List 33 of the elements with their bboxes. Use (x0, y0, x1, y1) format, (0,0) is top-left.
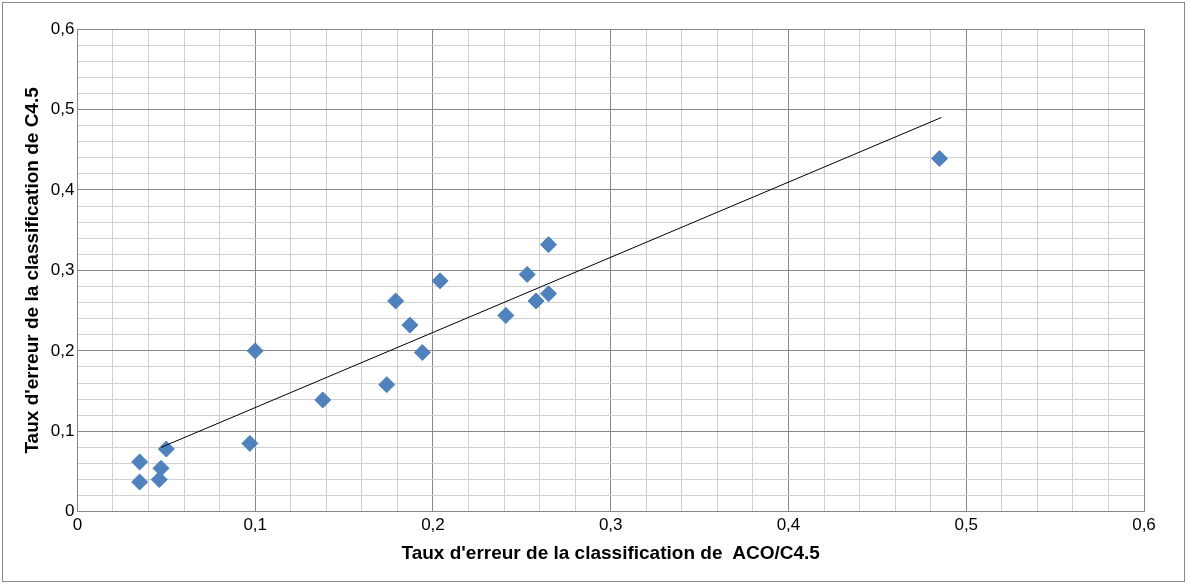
point (413, 343, 431, 361)
y-tick-label: 0,6 (50, 18, 75, 38)
x-tick-label: 0,1 (243, 514, 268, 534)
point (131, 473, 149, 491)
x-tick-label: 0,2 (421, 514, 445, 534)
y-tick-label: 0,3 (50, 260, 75, 280)
x-tick-label: 0,6 (1132, 514, 1156, 534)
y-tick-label: 0,5 (50, 99, 75, 119)
point (401, 316, 419, 334)
point (540, 285, 557, 303)
point (241, 434, 259, 452)
x-tick-label: 0,4 (776, 514, 801, 534)
x-tick-label: 0,3 (598, 514, 623, 534)
point (150, 471, 168, 489)
point (378, 376, 396, 394)
point (497, 306, 515, 324)
point (246, 342, 264, 360)
point (157, 440, 175, 458)
y-axis-title: Taux d'erreur de la classification de C4.5 (20, 86, 42, 454)
y-tick-label: 0,2 (50, 340, 75, 360)
point (527, 292, 545, 310)
x-tick-label: 0,5 (954, 514, 979, 534)
point (387, 292, 405, 310)
y-tick-label: 0 (64, 501, 75, 521)
point (540, 236, 557, 254)
point (314, 391, 332, 409)
x-axis-title: Taux d'erreur de la classification de ACO/C4.5 (401, 541, 821, 563)
point (518, 265, 536, 283)
point (131, 453, 149, 471)
point (431, 272, 449, 290)
y-tick-label: 0,4 (50, 179, 75, 199)
y-tick-label: 0,1 (50, 421, 75, 441)
point (931, 150, 949, 168)
